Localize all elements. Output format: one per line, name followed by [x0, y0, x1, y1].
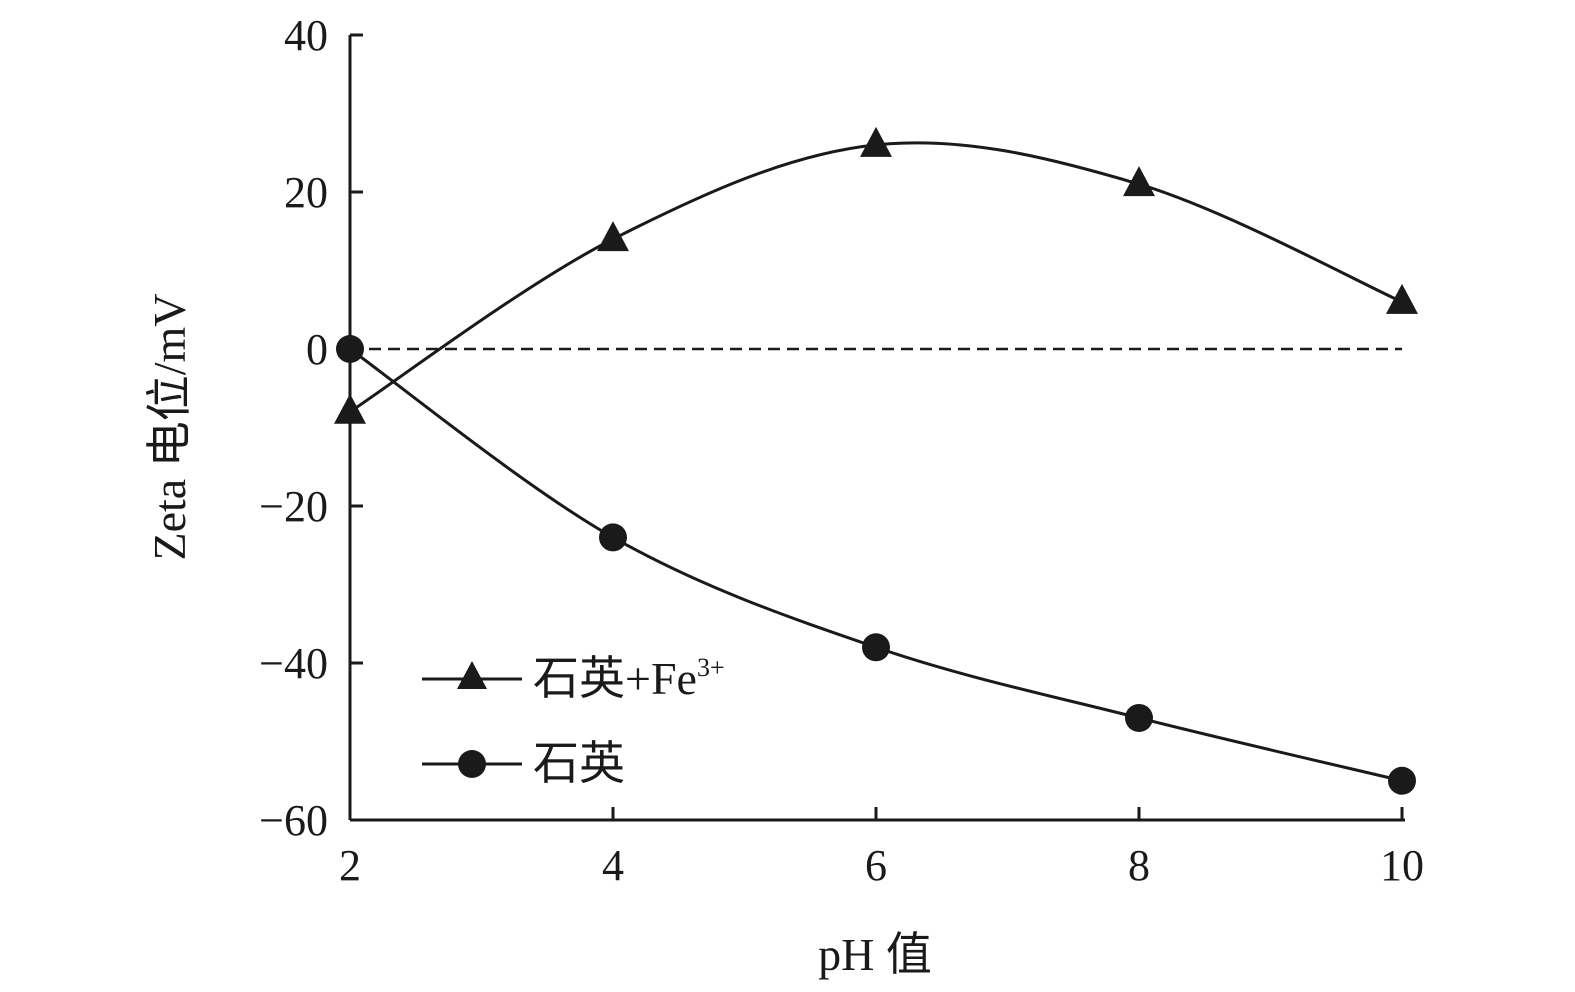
x-tick-label: 6 [865, 841, 887, 890]
series-2-circle-point [599, 523, 627, 552]
x-axis-title: pH 值 [818, 929, 932, 980]
legend-circle-marker-icon [458, 750, 486, 778]
legend-label-series-1-superscript: 3+ [697, 653, 725, 682]
y-tick-label: 20 [284, 168, 328, 217]
x-tick-label: 8 [1128, 841, 1150, 890]
x-tick-label: 4 [602, 841, 624, 890]
series-1-triangle-point [334, 393, 366, 424]
series-2-line [349, 347, 1403, 783]
y-tick-label: 40 [284, 11, 328, 60]
x-tick-label: 2 [339, 841, 361, 890]
y-tick-label: 0 [306, 325, 328, 374]
y-tick-label: −60 [259, 796, 328, 845]
series-1-triangle-point [1123, 166, 1155, 197]
series-1-triangle-point [1386, 283, 1418, 314]
series-2-circle-point [1388, 766, 1416, 795]
series-2-circle-point [336, 335, 364, 363]
series-1-triangle-point [860, 126, 892, 157]
x-tick-label: 10 [1380, 841, 1424, 890]
legend-label-series-2: 石英 [533, 738, 625, 789]
series-2-circle-point [1125, 703, 1153, 732]
legend-label-series-1-name: 石英+Fe [533, 653, 697, 704]
y-tick-label: −40 [259, 639, 328, 688]
legend-label-series-1: 石英+Fe3+ [533, 653, 725, 704]
series-layer [334, 126, 1418, 795]
y-axis-title: Zeta 电位/mV [144, 294, 195, 561]
y-tick-label: −20 [259, 482, 328, 531]
series-1-triangle-point [597, 221, 629, 252]
y-ticks: 40 20 0 −20 −40 −60 [259, 11, 363, 845]
series-2-circle-point [862, 633, 890, 662]
legend-triangle-marker-icon [457, 661, 487, 689]
x-ticks: 2 4 6 8 10 [339, 807, 1424, 890]
legend: 石英+Fe3+ 石英 [422, 653, 725, 789]
series-1-line [349, 141, 1403, 414]
